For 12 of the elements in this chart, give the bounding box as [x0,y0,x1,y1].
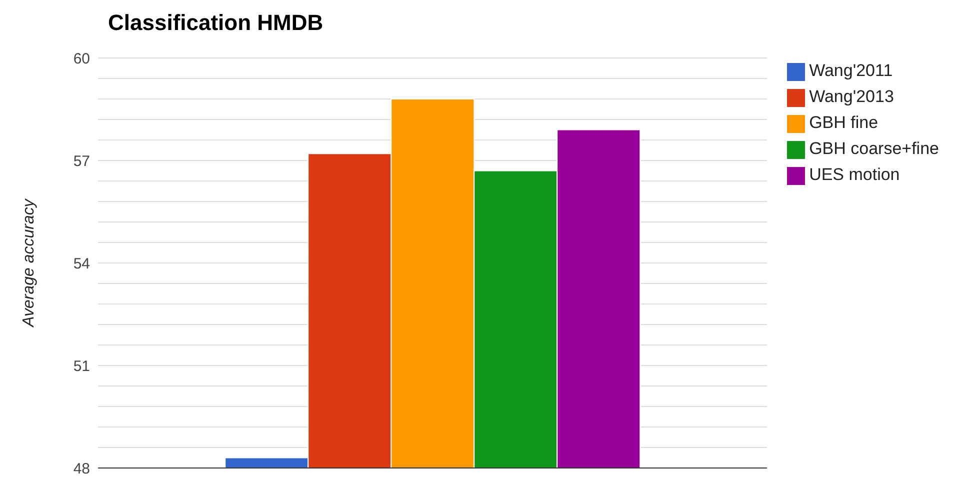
y-tick-label: 60 [73,50,90,68]
y-tick-label: 48 [73,460,90,478]
legend-label: GBH fine [809,113,878,132]
chart-title: Classification HMDB [108,10,324,36]
legend-label: Wang'2011 [809,61,893,80]
y-axis-title: Average accuracy [20,198,38,328]
y-tick-label: 54 [73,255,90,272]
legend-label: GBH coarse+fine [809,139,939,158]
legend-label: UES motion [809,165,900,184]
y-tick-label: 57 [73,152,90,170]
legend-label: Wang'2013 [809,87,894,106]
y-tick-label: 51 [73,358,90,375]
